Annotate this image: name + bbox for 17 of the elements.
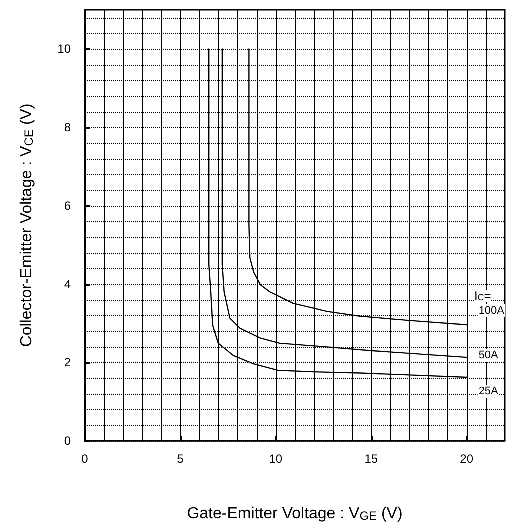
x-tick-label: 10 — [269, 452, 283, 466]
x-tick-label: 0 — [82, 452, 89, 466]
x-tick-label: 20 — [460, 452, 474, 466]
series-label: 25A — [478, 386, 500, 398]
y-tick-label: 8 — [64, 120, 72, 135]
y-tick-label: 10 — [58, 42, 72, 56]
y-tick-label: 4 — [64, 277, 72, 292]
x-tick-label: 5 — [177, 452, 184, 466]
y-tick-label: 2 — [64, 356, 72, 370]
x-tick-label: 15 — [364, 452, 378, 466]
series-label: 100A — [478, 305, 506, 318]
x-axis-title: Gate-Emitter Voltage : VGE (V) — [187, 506, 403, 523]
y-tick-label: 6 — [64, 198, 72, 213]
series-label: 50A — [478, 350, 500, 362]
annotation: IC= — [474, 289, 492, 304]
y-tick-label: 0 — [64, 434, 72, 448]
y-axis-title: Collector-Emitter Voltage : VCE (V) — [18, 104, 36, 348]
